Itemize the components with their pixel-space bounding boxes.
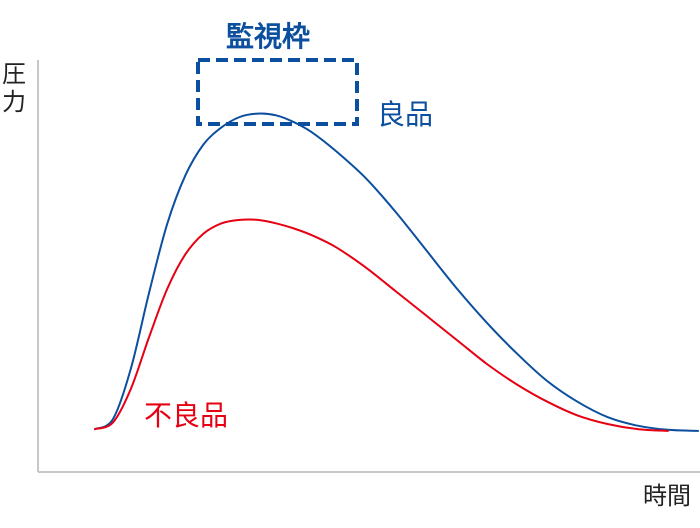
bad-series-line [94, 218, 669, 432]
monitoring-window-label: 監視枠 [226, 20, 310, 53]
series-layer [94, 112, 699, 432]
monitoring-window-box [196, 58, 359, 126]
y-axis-label: 圧力 [2, 60, 26, 116]
good-series-line [94, 112, 699, 432]
x-axis-label: 時間 [643, 482, 691, 510]
bad-series-label: 不良品 [144, 399, 228, 432]
good-series-label: 良品 [377, 98, 433, 131]
